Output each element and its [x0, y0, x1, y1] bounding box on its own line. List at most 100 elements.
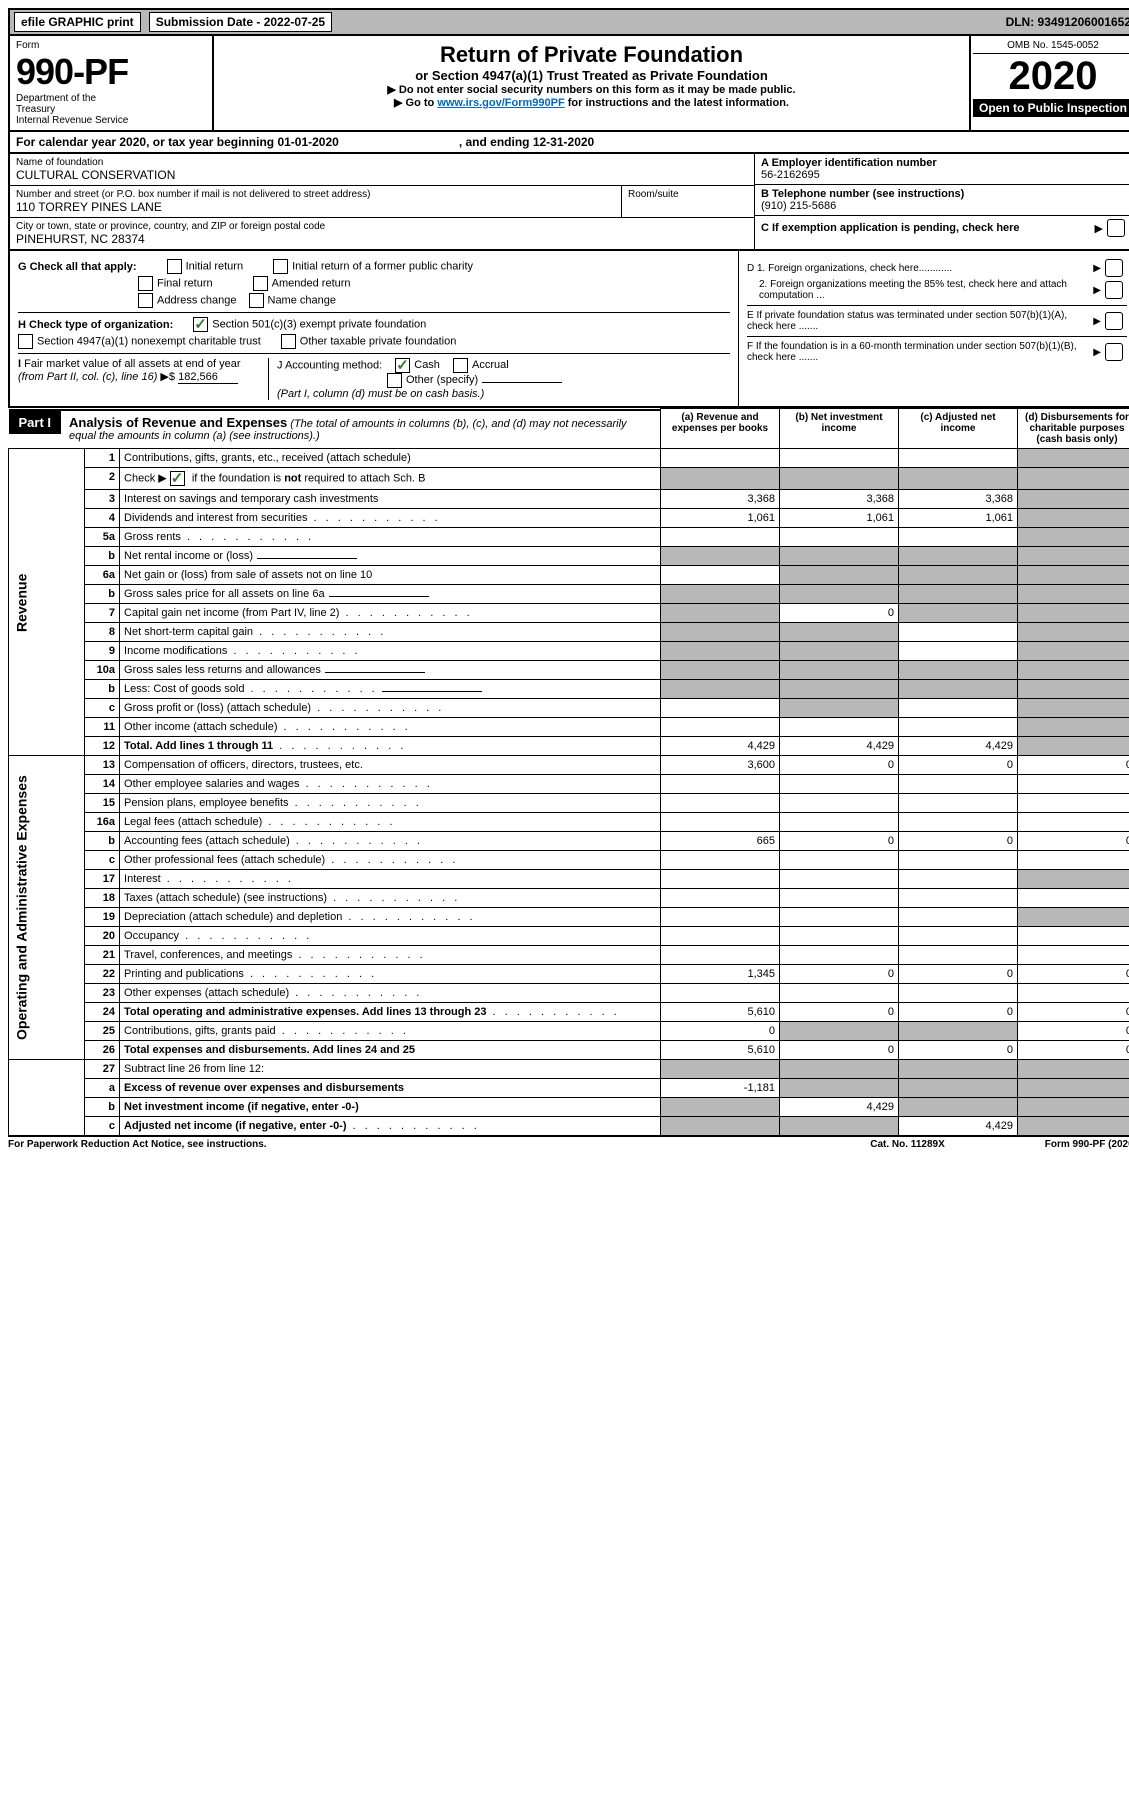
chk-501c3[interactable] [193, 317, 208, 332]
amount-cell [661, 604, 780, 623]
amount-cell [1018, 468, 1129, 490]
amount-cell [1018, 509, 1129, 528]
amount-cell: 1,061 [780, 509, 899, 528]
line-number: b [85, 585, 120, 604]
chk-60month[interactable] [1105, 343, 1123, 361]
amount-cell [899, 604, 1018, 623]
line-number: c [85, 699, 120, 718]
amount-cell [899, 468, 1018, 490]
form-year-block: OMB No. 1545-0052 2020 Open to Public In… [969, 36, 1129, 130]
arrow-icon: ▶ [1093, 316, 1101, 327]
line-number: b [85, 547, 120, 566]
line-number: b [85, 1098, 120, 1117]
amount-cell [1018, 851, 1129, 870]
amount-cell [1018, 908, 1129, 927]
chk-address-change[interactable] [138, 293, 153, 308]
chk-amended[interactable] [253, 276, 268, 291]
checks-right: D 1. Foreign organizations, check here..… [738, 251, 1129, 406]
chk-other-taxable[interactable] [281, 334, 296, 349]
table-row: 23Other expenses (attach schedule) [9, 984, 1129, 1003]
form-title: Return of Private Foundation [222, 42, 961, 68]
line-number: 13 [85, 756, 120, 775]
line-description: Net short-term capital gain [120, 623, 661, 642]
amount-cell [780, 642, 899, 661]
info-left: Name of foundation CULTURAL CONSERVATION… [10, 154, 754, 249]
amount-cell [780, 680, 899, 699]
table-row: 20Occupancy [9, 927, 1129, 946]
line-description: Capital gain net income (from Part IV, l… [120, 604, 661, 623]
table-row: cOther professional fees (attach schedul… [9, 851, 1129, 870]
part1-label: Part I [9, 411, 62, 434]
amount-cell [780, 1079, 899, 1098]
chk-terminated[interactable] [1105, 312, 1123, 330]
line-description: Pension plans, employee benefits [120, 794, 661, 813]
amount-cell: 1,061 [661, 509, 780, 528]
line-description: Total operating and administrative expen… [120, 1003, 661, 1022]
row-g3: Address change Name change [138, 293, 730, 308]
chk-cash[interactable] [395, 358, 410, 373]
chk-4947[interactable] [18, 334, 33, 349]
chk-initial-public[interactable] [273, 259, 288, 274]
chk-sch-b[interactable] [170, 471, 185, 486]
chk-other-method[interactable] [387, 373, 402, 388]
table-row: 16aLegal fees (attach schedule) [9, 813, 1129, 832]
amount-cell [780, 946, 899, 965]
line-number: 7 [85, 604, 120, 623]
col-b-header: (b) Net investment income [780, 409, 899, 449]
department-label: Department of theTreasuryInternal Revenu… [16, 93, 206, 126]
irs-link[interactable]: www.irs.gov/Form990PF [437, 97, 564, 109]
chk-initial-return[interactable] [167, 259, 182, 274]
line-number: c [85, 851, 120, 870]
table-row: bLess: Cost of goods sold [9, 680, 1129, 699]
chk-foreign-org[interactable] [1105, 259, 1123, 277]
cal-year-begin: For calendar year 2020, or tax year begi… [16, 135, 339, 149]
line-number: a [85, 1079, 120, 1098]
chk-85pct[interactable] [1105, 281, 1123, 299]
fmv-block: I Fair market value of all assets at end… [18, 358, 268, 400]
part1-title: Analysis of Revenue and Expenses (The to… [61, 411, 660, 446]
line-description: Interest on savings and temporary cash i… [120, 490, 661, 509]
amount-cell [661, 661, 780, 680]
form-title-block: Return of Private Foundation or Section … [214, 36, 969, 130]
amount-cell [1018, 604, 1129, 623]
line-description: Net gain or (loss) from sale of assets n… [120, 566, 661, 585]
table-row: 17Interest [9, 870, 1129, 889]
line-description: Check ▶ if the foundation is not require… [120, 468, 661, 490]
line-description: Dividends and interest from securities [120, 509, 661, 528]
amount-cell [1018, 642, 1129, 661]
col-c-header: (c) Adjusted net income [899, 409, 1018, 449]
amount-cell [899, 680, 1018, 699]
table-row: Revenue1Contributions, gifts, grants, et… [9, 449, 1129, 468]
line-description: Legal fees (attach schedule) [120, 813, 661, 832]
amount-cell [661, 794, 780, 813]
line-description: Less: Cost of goods sold [120, 680, 661, 699]
form-id-block: Form 990-PF Department of theTreasuryInt… [10, 36, 214, 130]
row-h2: Section 4947(a)(1) nonexempt charitable … [18, 334, 730, 349]
amount-cell [661, 851, 780, 870]
amount-cell [1018, 794, 1129, 813]
amount-cell [661, 946, 780, 965]
amount-cell: 0 [780, 965, 899, 984]
amount-cell [661, 870, 780, 889]
efile-print-label: efile GRAPHIC print [14, 12, 141, 32]
line-number: b [85, 680, 120, 699]
amount-cell [899, 699, 1018, 718]
table-row: 15Pension plans, employee benefits [9, 794, 1129, 813]
name-cell: Name of foundation CULTURAL CONSERVATION [10, 154, 754, 186]
amount-cell: 0 [1018, 832, 1129, 851]
exemption-checkbox[interactable] [1107, 219, 1125, 237]
calendar-year-row: For calendar year 2020, or tax year begi… [8, 132, 1129, 154]
amount-cell: 0 [780, 604, 899, 623]
accounting-block: J Accounting method: Cash Accrual Other … [268, 358, 730, 400]
amount-cell: 0 [780, 832, 899, 851]
amount-cell: 0 [1018, 1003, 1129, 1022]
amount-cell [780, 566, 899, 585]
col-d-header: (d) Disbursements for charitable purpose… [1018, 409, 1129, 449]
amount-cell [661, 908, 780, 927]
chk-name-change[interactable] [249, 293, 264, 308]
line-number: 27 [85, 1060, 120, 1079]
amount-cell [1018, 623, 1129, 642]
row-h: H Check type of organization: Section 50… [18, 312, 730, 332]
chk-accrual[interactable] [453, 358, 468, 373]
chk-final-return[interactable] [138, 276, 153, 291]
